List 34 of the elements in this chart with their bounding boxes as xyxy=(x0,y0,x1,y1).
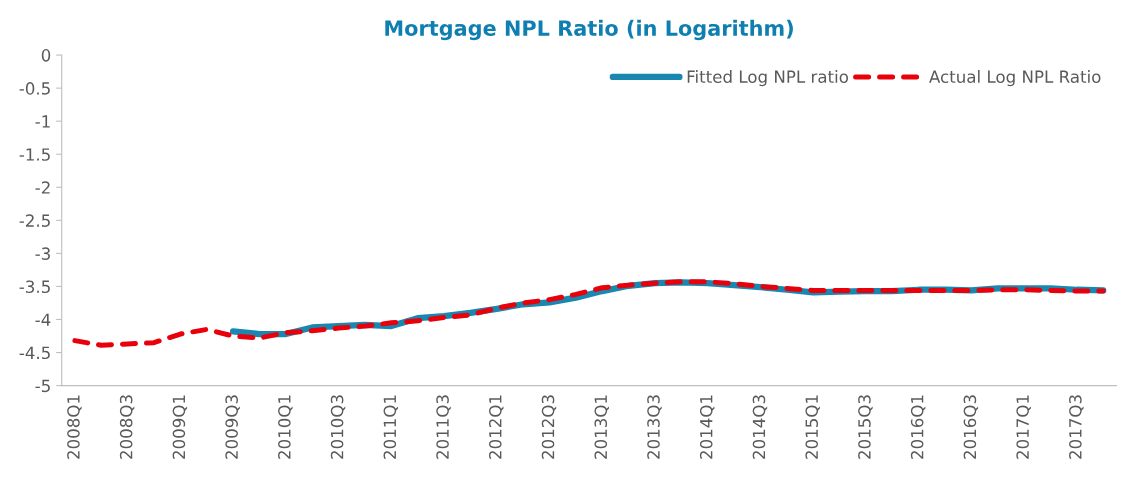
y-tick-label: -4.5 xyxy=(19,346,50,360)
y-tick-label: -3.5 xyxy=(19,280,50,294)
x-tick-label: 2011Q3 xyxy=(436,395,451,459)
x-tick-label: 2015Q1 xyxy=(805,395,820,459)
y-tick-label: -0.5 xyxy=(19,82,50,95)
x-tick-label: 2010Q1 xyxy=(278,395,293,459)
x-tick-label: 2008Q1 xyxy=(67,395,82,459)
x-tick-label: 2012Q3 xyxy=(541,395,557,459)
x-tick-label: 2016Q1 xyxy=(910,395,926,459)
y-tick-label: -1.5 xyxy=(19,148,50,161)
x-tick-label: 2013Q1 xyxy=(594,395,609,459)
y-tick-label: -4 xyxy=(35,313,51,326)
x-tick-label: 2017Q3 xyxy=(1069,395,1084,459)
x-tick-label: 2009Q3 xyxy=(225,395,240,459)
legend-label: Fitted Log NPL ratio xyxy=(687,70,849,87)
x-tick-label: 2010Q3 xyxy=(330,395,346,459)
y-tick-label: -5 xyxy=(35,379,50,393)
y-tick-label: -3 xyxy=(35,247,50,260)
x-tick-label: 2016Q3 xyxy=(963,395,979,459)
legend-label: Actual Log NPL Ratio xyxy=(929,70,1101,87)
x-tick-label: 2009Q1 xyxy=(172,395,188,459)
x-tick-label: 2014Q1 xyxy=(699,395,715,459)
x-tick-label: 2014Q3 xyxy=(752,395,768,459)
y-tick-label: 0 xyxy=(41,49,51,62)
x-tick-label: 2017Q1 xyxy=(1016,395,1031,459)
y-tick-label: -2.5 xyxy=(19,214,50,227)
chart-title: Mortgage NPL Ratio (in Logarithm) xyxy=(385,19,793,41)
x-tick-label: 2008Q3 xyxy=(119,395,135,459)
x-tick-label: 2015Q3 xyxy=(858,395,873,459)
x-tick-label: 2012Q1 xyxy=(488,395,504,459)
y-tick-label: -1 xyxy=(35,115,50,128)
x-tick-label: 2013Q3 xyxy=(647,395,662,459)
y-tick-label: -2 xyxy=(35,181,50,194)
x-tick-label: 2011Q1 xyxy=(383,395,399,459)
